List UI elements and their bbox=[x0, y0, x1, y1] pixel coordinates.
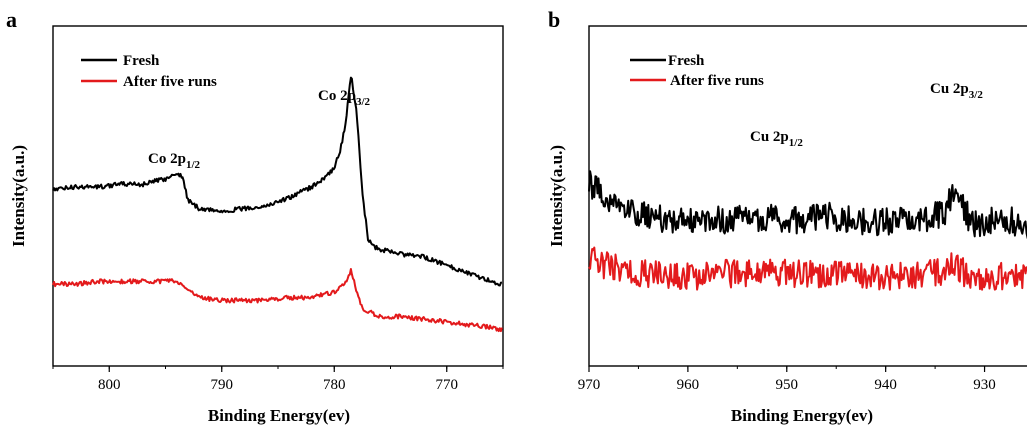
panel-a-annotation-co-2p32: Co 2p3/2 bbox=[318, 88, 370, 108]
panel-b-curves bbox=[588, 170, 1027, 291]
panel-a-legend-after: After five runs bbox=[123, 74, 217, 90]
panel-b-series-after-five-runs bbox=[588, 246, 1027, 291]
panel-b-x-ticks: 970 960 950 940 930 bbox=[578, 366, 996, 393]
panel-b-x-tick-label: 940 bbox=[874, 377, 897, 393]
panel-b-x-tick-label: 930 bbox=[973, 377, 996, 393]
panel-b: b 970 960 950 940 930 Fresh After five runs … bbox=[547, 7, 1027, 425]
panel-a-letter: a bbox=[6, 7, 17, 32]
panel-a-x-ticks: 800 790 780 770 bbox=[52, 366, 504, 393]
panel-a-x-tick-label: 770 bbox=[436, 377, 459, 393]
panel-b-legend: Fresh After five runs bbox=[630, 53, 764, 89]
panel-a-x-axis-title: Binding Energy(ev) bbox=[208, 406, 350, 425]
panel-a-x-tick-label: 780 bbox=[323, 377, 346, 393]
panel-a-legend: Fresh After five runs bbox=[81, 53, 217, 90]
panel-b-annotation-cu-2p12: Cu 2p1/2 bbox=[750, 129, 803, 149]
panel-a-legend-fresh: Fresh bbox=[123, 53, 160, 69]
panel-b-letter: b bbox=[548, 7, 560, 32]
panel-a-frame bbox=[52, 25, 504, 367]
panel-a-series-fresh bbox=[52, 76, 503, 287]
panel-b-legend-after: After five runs bbox=[670, 73, 764, 89]
panel-b-series-fresh bbox=[588, 170, 1027, 239]
panel-a-y-axis-title: Intensity(a.u.) bbox=[9, 145, 28, 247]
panel-a-x-tick-label: 800 bbox=[98, 377, 121, 393]
panel-b-x-tick-label: 950 bbox=[776, 377, 799, 393]
panel-b-frame bbox=[588, 25, 1027, 367]
panel-a-curves bbox=[52, 76, 503, 333]
panel-a-annotation-co-2p12: Co 2p1/2 bbox=[148, 151, 200, 171]
panel-b-x-tick-label: 970 bbox=[578, 377, 601, 393]
panel-b-x-axis-title: Binding Energy(ev) bbox=[731, 406, 873, 425]
panel-a-x-tick-label: 790 bbox=[211, 377, 234, 393]
panel-b-x-tick-label: 960 bbox=[677, 377, 700, 393]
panel-b-legend-fresh: Fresh bbox=[668, 53, 705, 69]
panel-b-annotation-cu-2p32: Cu 2p3/2 bbox=[930, 81, 983, 101]
panel-b-y-axis-title: Intensity(a.u.) bbox=[547, 145, 566, 247]
panel-a-series-after-five-runs bbox=[52, 268, 503, 333]
panel-a: a 800 790 780 770 Fresh After five runs Co … bbox=[6, 7, 504, 425]
